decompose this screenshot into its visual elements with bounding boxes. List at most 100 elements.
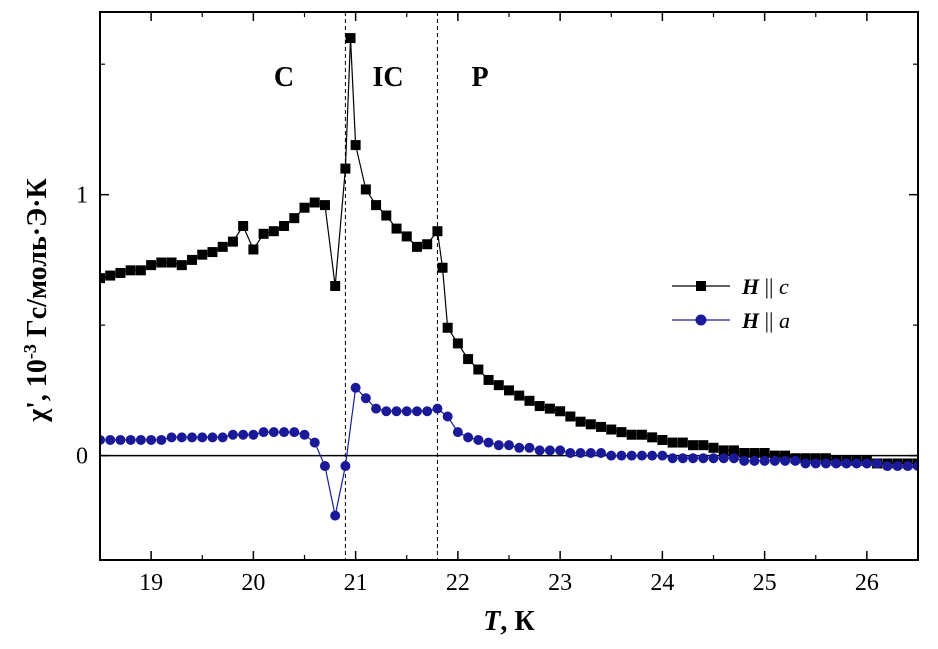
data-point — [616, 427, 627, 438]
data-point — [309, 197, 320, 208]
data-point — [626, 429, 637, 440]
data-point — [493, 380, 504, 391]
data-point — [432, 403, 443, 414]
series-a — [100, 382, 918, 521]
data-point — [207, 432, 218, 443]
data-point — [401, 406, 412, 417]
data-point — [585, 419, 596, 430]
data-point — [657, 434, 668, 445]
data-point — [739, 455, 750, 466]
data-point — [268, 226, 279, 237]
data-point — [289, 427, 300, 438]
data-point — [207, 247, 218, 258]
data-point — [217, 432, 228, 443]
legend-marker-c — [696, 281, 706, 291]
data-point — [483, 374, 494, 385]
data-point — [146, 260, 157, 271]
data-point — [565, 448, 576, 459]
data-point — [882, 461, 893, 472]
data-point — [728, 445, 739, 456]
data-point — [688, 440, 699, 451]
data-point — [345, 33, 356, 44]
data-point — [422, 406, 433, 417]
data-point — [728, 453, 739, 464]
legend: H || c H || a — [672, 274, 790, 333]
data-point — [810, 458, 821, 469]
x-tick-label: 22 — [446, 570, 470, 596]
data-point — [708, 442, 719, 453]
data-point — [411, 406, 422, 417]
data-point — [698, 440, 709, 451]
data-point — [892, 461, 903, 472]
data-point — [790, 455, 801, 466]
x-tick-label: 24 — [650, 570, 674, 596]
data-point — [115, 267, 126, 278]
series-line — [100, 386, 918, 516]
x-tick-label: 23 — [548, 570, 572, 596]
data-point — [442, 411, 453, 422]
data-point — [411, 241, 422, 252]
data-point — [105, 270, 116, 281]
data-point — [166, 432, 177, 443]
data-point — [647, 432, 658, 443]
plot-frame — [99, 11, 919, 561]
data-point — [187, 432, 198, 443]
data-point — [279, 427, 290, 438]
data-point — [596, 448, 607, 459]
y-tick-label: 1 — [76, 183, 88, 209]
data-point — [524, 395, 535, 406]
data-point — [514, 390, 525, 401]
data-point — [442, 322, 453, 333]
data-point — [258, 228, 269, 239]
data-point — [340, 163, 351, 174]
data-point — [248, 244, 259, 255]
data-point — [381, 210, 392, 221]
data-point — [197, 249, 208, 260]
data-point — [872, 458, 883, 469]
data-point — [780, 455, 791, 466]
x-axis-unit: , К — [500, 606, 535, 637]
data-point — [647, 450, 658, 461]
data-point — [437, 262, 448, 273]
data-point — [514, 442, 525, 453]
data-point — [330, 510, 341, 521]
phase-label-ic: IC — [372, 62, 403, 93]
data-point — [544, 403, 555, 414]
data-point — [759, 448, 770, 459]
y-axis-title-exponent: -3 — [20, 344, 40, 359]
data-point — [238, 429, 249, 440]
data-point — [810, 453, 821, 464]
data-point — [616, 450, 627, 461]
data-point — [115, 434, 126, 445]
data-point — [667, 437, 678, 448]
data-point — [831, 458, 842, 469]
data-point — [156, 257, 167, 268]
data-point — [851, 458, 862, 469]
data-point — [268, 427, 279, 438]
x-tick-label: 20 — [241, 570, 265, 596]
data-point — [309, 437, 320, 448]
data-point — [749, 455, 760, 466]
data-point — [534, 445, 545, 456]
data-point — [800, 453, 811, 464]
legend-marker-a — [695, 314, 707, 326]
y-axis-title: χ', 10-3 Гс/моль·Э·К — [20, 178, 53, 423]
data-point — [473, 364, 484, 375]
data-point — [820, 453, 831, 464]
data-point — [391, 406, 402, 417]
data-point — [217, 241, 228, 252]
data-point — [636, 429, 647, 440]
data-point — [667, 453, 678, 464]
x-tick-label: 21 — [344, 570, 368, 596]
data-point — [483, 437, 494, 448]
data-point — [657, 450, 668, 461]
legend-label-c: H || c — [741, 274, 789, 299]
data-point — [626, 450, 637, 461]
data-point — [473, 434, 484, 445]
data-point — [688, 453, 699, 464]
data-point — [176, 260, 187, 271]
x-tick-label: 25 — [753, 570, 777, 596]
data-point — [769, 450, 780, 461]
data-point — [176, 432, 187, 443]
